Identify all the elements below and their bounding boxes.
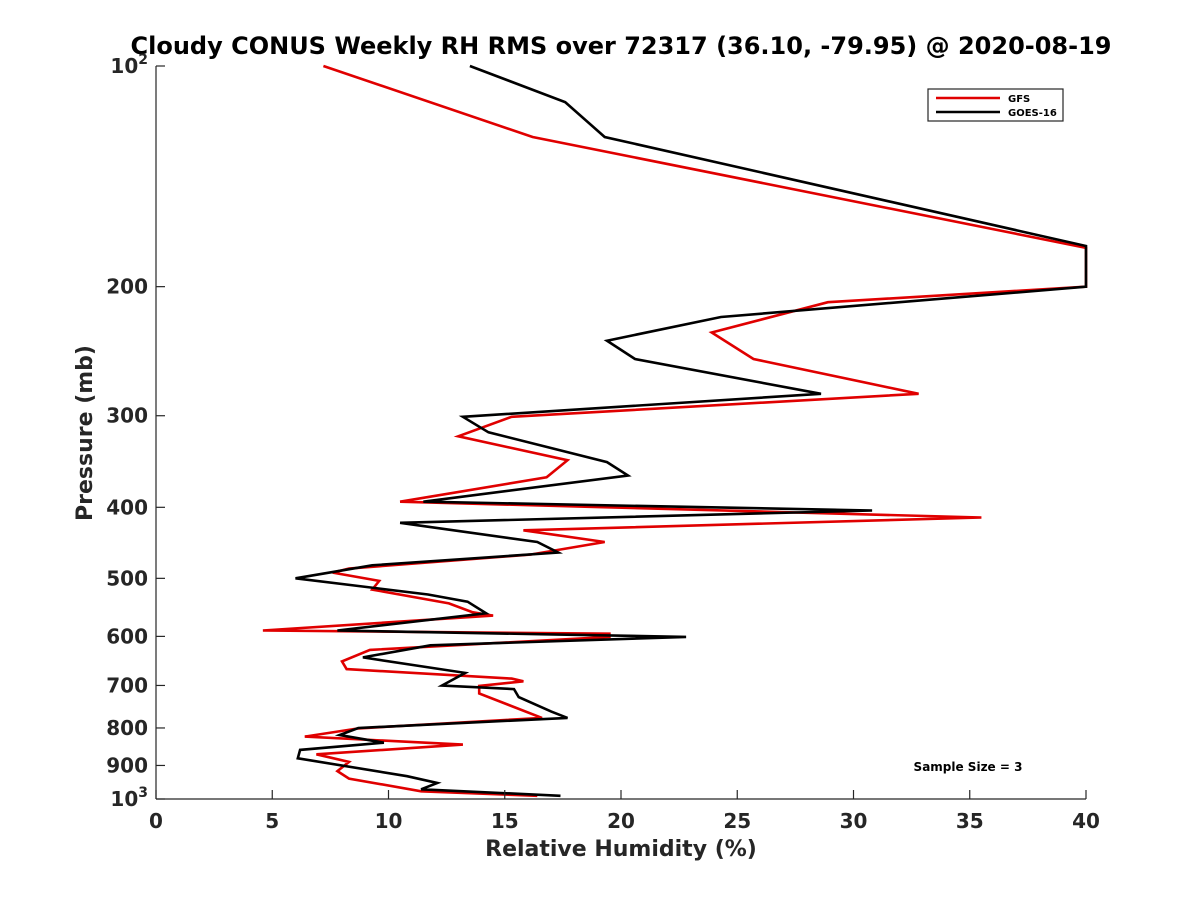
y-tick-label: 300	[106, 404, 148, 428]
x-tick-label: 40	[1072, 809, 1100, 833]
x-tick-label: 30	[840, 809, 868, 833]
x-tick-label: 15	[491, 809, 519, 833]
plot-area	[262, 64, 1088, 798]
x-axis-label: Relative Humidity (%)	[485, 837, 757, 862]
y-tick-label: 102	[110, 52, 148, 78]
series-line-gfs	[262, 64, 1088, 798]
x-tick-label: 25	[723, 809, 751, 833]
series-line-goes-16	[295, 64, 1088, 798]
y-tick-label: 800	[106, 716, 148, 740]
sample-size-annotation: Sample Size = 3	[914, 760, 1023, 774]
y-tick-label: 103	[110, 785, 148, 811]
legend-box	[927, 88, 1064, 122]
y-tick-label: 700	[106, 673, 148, 697]
y-tick-label: 400	[106, 495, 148, 519]
y-tick-label: 600	[106, 624, 148, 648]
y-axis-label: Pressure (mb)	[73, 345, 98, 521]
legend: GFS GOES-16	[927, 88, 1064, 122]
x-tick-label: 35	[956, 809, 984, 833]
x-tick-label: 5	[265, 809, 279, 833]
y-tick-label: 200	[106, 275, 148, 299]
axes: 0 5 10 15 20 25 30 35 40 102 200 300 400 500 600 700 800…	[106, 52, 1100, 833]
chart-title: Cloudy CONUS Weekly RH RMS over 72317 (3…	[131, 32, 1112, 60]
y-tick-label: 900	[106, 753, 148, 777]
x-tick-label: 20	[607, 809, 635, 833]
legend-label: GOES-16	[1008, 108, 1057, 119]
y-tick-label: 500	[106, 566, 148, 590]
legend-label: GFS	[1008, 94, 1030, 105]
x-tick-label: 10	[375, 809, 403, 833]
x-tick-label: 0	[149, 809, 163, 833]
